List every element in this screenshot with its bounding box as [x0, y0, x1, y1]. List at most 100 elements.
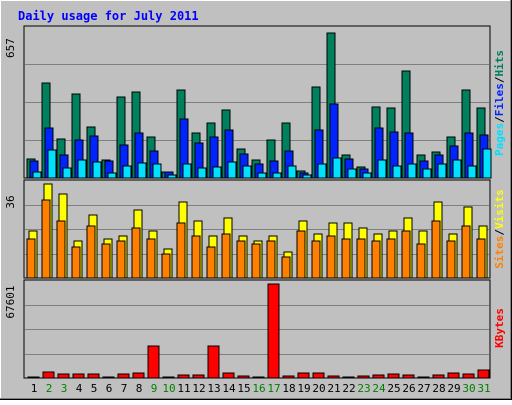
bar-pages-day-22 [347, 168, 357, 179]
bar-sites-day-22 [341, 238, 351, 279]
day-label-19: 19 [297, 382, 310, 395]
day-label-9: 9 [151, 382, 158, 395]
bar-pages-day-3 [62, 167, 72, 179]
bar-sites-day-10 [161, 253, 171, 279]
bar-sites-day-31 [476, 238, 486, 279]
bar-sites-day-4 [71, 246, 81, 279]
bar-pages-day-26 [407, 163, 417, 179]
bar-kbytes-day-14 [222, 372, 235, 379]
bar-sites-day-13 [206, 246, 216, 279]
bar-pages-day-13 [212, 166, 222, 179]
chart-title: Daily usage for July 2011 [18, 9, 199, 23]
day-label-12: 12 [192, 382, 205, 395]
bar-sites-day-27 [416, 243, 426, 279]
bar-sites-day-17 [266, 240, 276, 279]
day-label-20: 20 [312, 382, 325, 395]
day-label-18: 18 [282, 382, 295, 395]
bar-sites-day-19 [296, 230, 306, 279]
day-label-16: 16 [252, 382, 265, 395]
bar-sites-day-16 [251, 243, 261, 279]
bar-kbytes-day-5 [87, 373, 100, 379]
day-label-27: 27 [417, 382, 430, 395]
bar-pages-day-8 [137, 162, 147, 179]
bar-sites-day-26 [401, 230, 411, 279]
bar-kbytes-day-16 [252, 376, 265, 379]
bar-kbytes-day-8 [132, 372, 145, 379]
day-label-30: 30 [462, 382, 475, 395]
bar-pages-day-11 [182, 163, 192, 179]
day-label-26: 26 [402, 382, 415, 395]
bar-pages-day-1 [32, 171, 42, 179]
bar-pages-day-24 [377, 159, 387, 179]
day-label-21: 21 [327, 382, 340, 395]
bar-sites-day-23 [356, 238, 366, 279]
bar-sites-day-11 [176, 222, 186, 279]
bar-pages-day-6 [107, 172, 117, 179]
bar-sites-day-21 [326, 235, 336, 279]
legend-separator: / [493, 76, 506, 83]
day-label-5: 5 [91, 382, 98, 395]
bar-pages-day-30 [467, 165, 477, 179]
bar-pages-day-25 [392, 165, 402, 179]
legend-entry-pages: Pages [493, 123, 506, 156]
bar-kbytes-day-29 [447, 372, 460, 379]
bar-sites-day-30 [461, 225, 471, 279]
legend-separator: / [493, 116, 506, 123]
bar-kbytes-day-18 [282, 375, 295, 379]
day-label-13: 13 [207, 382, 220, 395]
day-label-28: 28 [432, 382, 445, 395]
bar-sites-day-9 [146, 238, 156, 279]
day-label-25: 25 [387, 382, 400, 395]
bar-kbytes-day-2 [42, 371, 55, 379]
day-label-23: 23 [357, 382, 370, 395]
bar-sites-day-28 [431, 220, 441, 279]
day-label-11: 11 [177, 382, 190, 395]
bar-kbytes-day-28 [432, 374, 445, 379]
legend-hits-files-pages: Pages/Files/Hits [493, 50, 506, 156]
day-label-15: 15 [237, 382, 250, 395]
bar-kbytes-day-9 [147, 345, 160, 379]
bar-kbytes-day-30 [462, 373, 475, 379]
bar-kbytes-day-26 [402, 374, 415, 379]
bar-sites-day-7 [116, 240, 126, 279]
bar-kbytes-day-13 [207, 345, 220, 379]
bar-kbytes-day-11 [177, 374, 190, 379]
bar-pages-day-5 [92, 161, 102, 179]
day-label-7: 7 [121, 382, 128, 395]
bar-pages-day-20 [317, 163, 327, 179]
day-label-22: 22 [342, 382, 355, 395]
bar-kbytes-day-15 [237, 375, 250, 379]
day-label-29: 29 [447, 382, 460, 395]
bar-pages-day-16 [257, 172, 267, 179]
bar-kbytes-day-25 [387, 373, 400, 379]
bar-pages-day-15 [242, 165, 252, 179]
bar-pages-day-7 [122, 165, 132, 179]
bar-pages-day-18 [287, 165, 297, 179]
bar-sites-day-3 [56, 220, 66, 279]
bar-pages-day-4 [77, 159, 87, 179]
bar-sites-day-1 [26, 238, 36, 279]
bar-kbytes-day-19 [297, 372, 310, 379]
bar-sites-day-18 [281, 256, 291, 279]
bar-sites-day-6 [101, 243, 111, 279]
bar-pages-day-23 [362, 172, 372, 179]
bar-pages-day-12 [197, 167, 207, 179]
bar-sites-day-2 [41, 199, 51, 279]
bar-kbytes-day-22 [342, 376, 355, 379]
bar-sites-day-14 [221, 233, 231, 279]
bar-pages-day-9 [152, 163, 162, 179]
bar-sites-day-15 [236, 240, 246, 279]
day-labels-group: 1 2 3 4 5 6 7 8 9 10 11 12 13 14 15 16 17 18 19 20 21 22 23 24 2… [31, 382, 491, 395]
bar-kbytes-day-24 [372, 374, 385, 379]
bar-pages-day-19 [302, 174, 312, 179]
bar-kbytes-day-21 [327, 375, 340, 379]
bar-kbytes-day-31 [477, 369, 490, 379]
ymax-label-kbytes: 67601 [4, 285, 17, 318]
day-label-2: 2 [46, 382, 53, 395]
day-label-31: 31 [477, 382, 490, 395]
panels-group: 657Pages/Files/Hits36Sites/Visits67601KB… [4, 25, 506, 379]
bar-sites-day-8 [131, 227, 141, 279]
